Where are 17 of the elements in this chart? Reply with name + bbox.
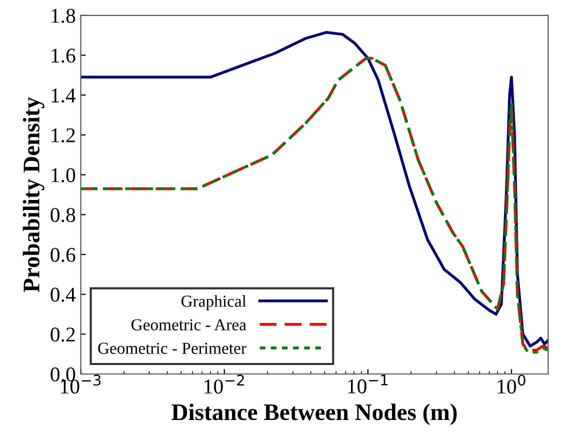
y-tick-label: 0.8 — [50, 208, 76, 222]
y-axis-title: Probability Density — [22, 97, 44, 292]
y-tick-label: 0.2 — [50, 328, 75, 342]
legend-label: Geometric - Perimeter — [98, 342, 246, 354]
y-tick-label: 1.2 — [52, 128, 75, 142]
legend-label: Geometric - Area — [131, 319, 246, 330]
y-tick-label: 0.4 — [50, 288, 76, 302]
legend-label: Graphical — [181, 295, 246, 310]
y-tick-label: 1.6 — [52, 48, 76, 63]
x-axis-title: Distance Between Nodes (m) — [172, 404, 457, 425]
y-tick-label: 1.8 — [52, 8, 76, 23]
x-tick-label: 10$^{−1}$ — [348, 374, 388, 394]
y-tick-label: 1.4 — [52, 88, 76, 103]
y-tick-label: 1.0 — [52, 168, 76, 182]
x-tick-label: 10$^{−2}$ — [204, 374, 244, 394]
x-tick-label: 10$^{0}$ — [498, 374, 526, 394]
y-tick-label: 0.6 — [50, 248, 76, 262]
